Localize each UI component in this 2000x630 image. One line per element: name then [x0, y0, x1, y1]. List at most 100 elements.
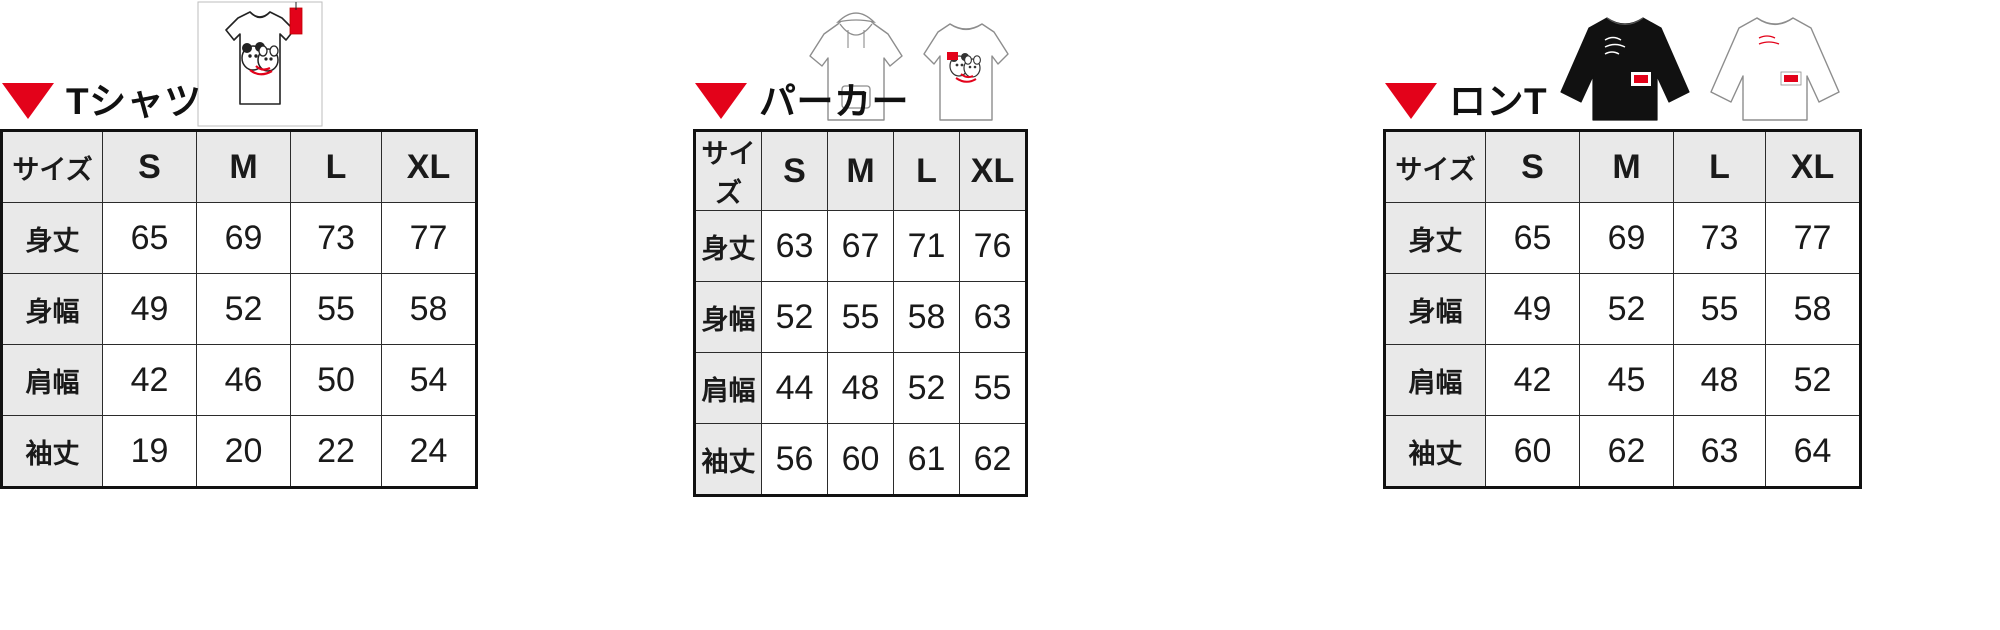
table-row: 肩幅 42 46 50 54	[2, 344, 476, 416]
cell-value: 73	[1673, 202, 1766, 274]
cell-value: 50	[290, 344, 382, 416]
row-label-shoulder-width: 肩幅	[1385, 344, 1486, 416]
tshirt-illustration	[190, 0, 330, 128]
cell-value: 67	[827, 210, 894, 282]
table-row: 身幅 52 55 58 63	[695, 281, 1026, 353]
column-header-size: サイズ	[1385, 131, 1486, 203]
column-header-m: M	[1579, 131, 1674, 203]
table-header-row: サイズ S M L XL	[1385, 131, 1860, 203]
hoodie-illustration	[778, 0, 1038, 128]
cell-value: 52	[196, 273, 291, 345]
cell-value: 42	[102, 344, 197, 416]
cell-value: 64	[1765, 415, 1860, 487]
cell-value: 55	[827, 281, 894, 353]
cell-value: 52	[1579, 273, 1674, 345]
cell-value: 61	[893, 423, 960, 495]
cell-value: 55	[1673, 273, 1766, 345]
longsleeve-illustration	[1553, 0, 1853, 128]
cell-value: 76	[959, 210, 1026, 282]
cell-value: 22	[290, 415, 382, 487]
cell-value: 77	[381, 202, 476, 274]
cell-value: 19	[102, 415, 197, 487]
row-label-body-length: 身丈	[1385, 202, 1486, 274]
size-table-longsleeve: サイズ S M L XL 身丈 65 69 73 77 身幅 49	[1383, 129, 1862, 489]
table-header-row: サイズ S M L XL	[2, 131, 476, 203]
column-header-size: サイズ	[695, 131, 762, 211]
table-row: 肩幅 42 45 48 52	[1385, 344, 1860, 416]
table-header-row: サイズ S M L XL	[695, 131, 1026, 211]
column-header-l: L	[1673, 131, 1766, 203]
cell-value: 58	[893, 281, 960, 353]
table-row: 身丈 65 69 73 77	[1385, 202, 1860, 274]
cell-value: 52	[761, 281, 828, 353]
table-row: 袖丈 56 60 61 62	[695, 423, 1026, 495]
cell-value: 69	[1579, 202, 1674, 274]
product-heading-tshirt: Tシャツ	[2, 78, 202, 124]
table-row: 身幅 49 52 55 58	[2, 273, 476, 345]
table-row: 袖丈 19 20 22 24	[2, 415, 476, 487]
cell-value: 62	[959, 423, 1026, 495]
size-table-tshirt: サイズ S M L XL 身丈 65 69 73 77 身幅 49	[0, 129, 478, 489]
product-block-longsleeve: ロンT サイズ S M L XL 身丈 65 69	[1383, 0, 1863, 630]
cell-value: 48	[1673, 344, 1766, 416]
column-header-m: M	[196, 131, 291, 203]
column-header-size: サイズ	[2, 131, 103, 203]
cell-value: 52	[1765, 344, 1860, 416]
cell-value: 54	[381, 344, 476, 416]
column-header-l: L	[893, 131, 960, 211]
product-title: ロンT	[1449, 80, 1548, 122]
cell-value: 49	[102, 273, 197, 345]
cell-value: 49	[1485, 273, 1580, 345]
cell-value: 60	[1485, 415, 1580, 487]
cell-value: 42	[1485, 344, 1580, 416]
row-label-sleeve-length: 袖丈	[1385, 415, 1486, 487]
row-label-body-width: 身幅	[2, 273, 103, 345]
column-header-xl: XL	[1765, 131, 1860, 203]
cell-value: 65	[1485, 202, 1580, 274]
product-title: Tシャツ	[66, 80, 202, 122]
cell-value: 44	[761, 352, 828, 424]
cell-value: 56	[761, 423, 828, 495]
cell-value: 71	[893, 210, 960, 282]
row-label-body-width: 身幅	[695, 281, 762, 353]
size-table-hoodie: サイズ S M L XL 身丈 63 67 71 76 身幅 52	[693, 129, 1028, 497]
cell-value: 24	[381, 415, 476, 487]
cell-value: 55	[290, 273, 382, 345]
product-heading-longsleeve: ロンT	[1385, 78, 1547, 124]
column-header-xl: XL	[381, 131, 476, 203]
row-label-sleeve-length: 袖丈	[2, 415, 103, 487]
table-row: 身丈 63 67 71 76	[695, 210, 1026, 282]
row-label-sleeve-length: 袖丈	[695, 423, 762, 495]
cell-value: 55	[959, 352, 1026, 424]
cell-value: 20	[196, 415, 291, 487]
table-row: 身丈 65 69 73 77	[2, 202, 476, 274]
column-header-l: L	[290, 131, 382, 203]
red-triangle-icon	[695, 83, 747, 119]
cell-value: 63	[1673, 415, 1766, 487]
table-row: 身幅 49 52 55 58	[1385, 273, 1860, 345]
cell-value: 58	[381, 273, 476, 345]
column-header-m: M	[827, 131, 894, 211]
column-header-xl: XL	[959, 131, 1026, 211]
column-header-s: S	[761, 131, 828, 211]
row-label-shoulder-width: 肩幅	[695, 352, 762, 424]
product-title: パーカー	[759, 80, 909, 122]
cell-value: 60	[827, 423, 894, 495]
row-label-body-width: 身幅	[1385, 273, 1486, 345]
red-triangle-icon	[1385, 83, 1437, 119]
cell-value: 52	[893, 352, 960, 424]
row-label-body-length: 身丈	[695, 210, 762, 282]
product-block-tshirt: Tシャツ サイズ S M L XL 身丈 65 69	[0, 0, 480, 630]
cell-value: 62	[1579, 415, 1674, 487]
cell-value: 46	[196, 344, 291, 416]
cell-value: 58	[1765, 273, 1860, 345]
cell-value: 73	[290, 202, 382, 274]
cell-value: 63	[761, 210, 828, 282]
row-label-shoulder-width: 肩幅	[2, 344, 103, 416]
red-triangle-icon	[2, 83, 54, 119]
cell-value: 65	[102, 202, 197, 274]
column-header-s: S	[102, 131, 197, 203]
row-label-body-length: 身丈	[2, 202, 103, 274]
product-heading-hoodie: パーカー	[695, 78, 909, 124]
